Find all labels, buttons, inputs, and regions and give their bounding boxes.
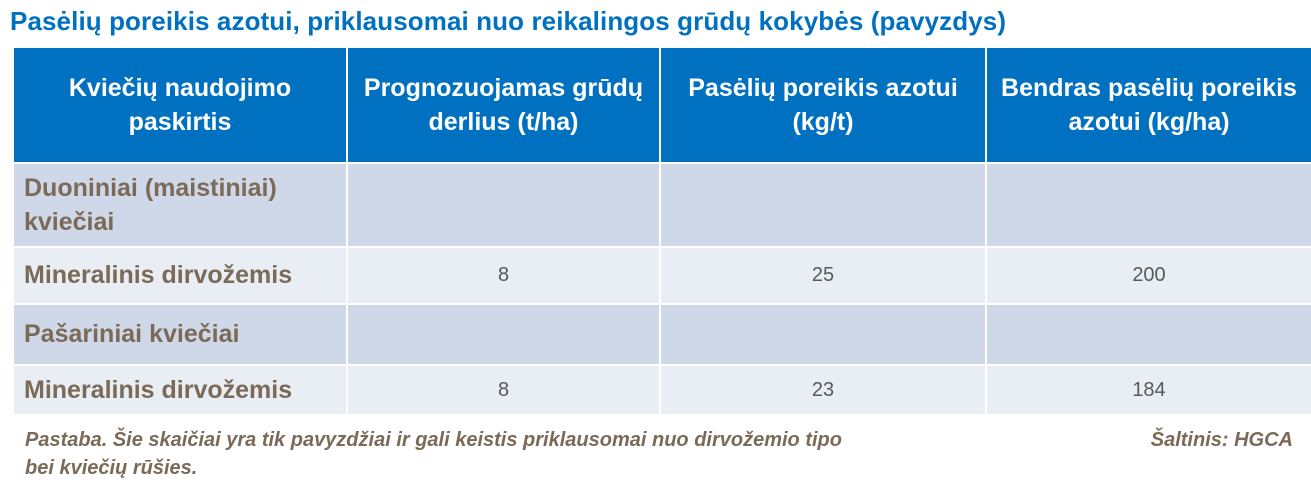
cell-yield: 8 [346,364,660,414]
row-label-feed-wheat: Pašariniai kviečiai [14,303,347,365]
row-label-mineral-soil: Mineralinis dirvožemis [14,364,347,414]
table-cell [346,162,660,247]
header-nitrogen-per-ton: Pasėlių poreikis azotui (kg/t) [659,48,986,163]
footnote: Pastaba. Šie skaičiai yra tik pavyzdžiai… [25,429,842,479]
cell-nitrogen-per-ton: 23 [659,364,986,414]
table-row: Mineralinis dirvožemis 8 23 184 [14,364,1311,414]
table-cell [659,303,986,365]
header-forecast-yield: Prognozuojamas grūdų derlius (t/ha) [346,48,660,163]
table-row: Mineralinis dirvožemis 8 25 200 [14,246,1311,304]
table-cell [659,162,986,247]
cell-total-nitrogen: 184 [985,364,1311,414]
header-wheat-purpose: Kviečių naudojimo paskirtis [14,48,347,163]
table-cell [346,303,660,365]
page-title: Pasėlių poreikis azotui, priklausomai nu… [10,6,1007,36]
nitrogen-requirement-table: Kviečių naudojimo paskirtis Prognozuojam… [14,48,1311,414]
source-citation: Šaltinis: HGCA [1150,429,1293,451]
cell-nitrogen-per-ton: 25 [659,246,986,304]
table-row: Duoniniai (maistiniai) kviečiai [14,162,1311,247]
table-cell [985,162,1311,247]
nitrogen-requirement-table-container: Kviečių naudojimo paskirtis Prognozuojam… [14,48,1311,414]
row-label-bread-wheat: Duoniniai (maistiniai) kviečiai [14,162,347,247]
table-row: Pašariniai kviečiai [14,303,1311,365]
cell-total-nitrogen: 200 [985,246,1311,304]
table-header-row: Kviečių naudojimo paskirtis Prognozuojam… [14,48,1311,163]
cell-yield: 8 [346,246,660,304]
header-total-nitrogen: Bendras pasėlių poreikis azotui (kg/ha) [985,48,1311,163]
row-label-mineral-soil: Mineralinis dirvožemis [14,246,347,304]
table-cell [985,303,1311,365]
